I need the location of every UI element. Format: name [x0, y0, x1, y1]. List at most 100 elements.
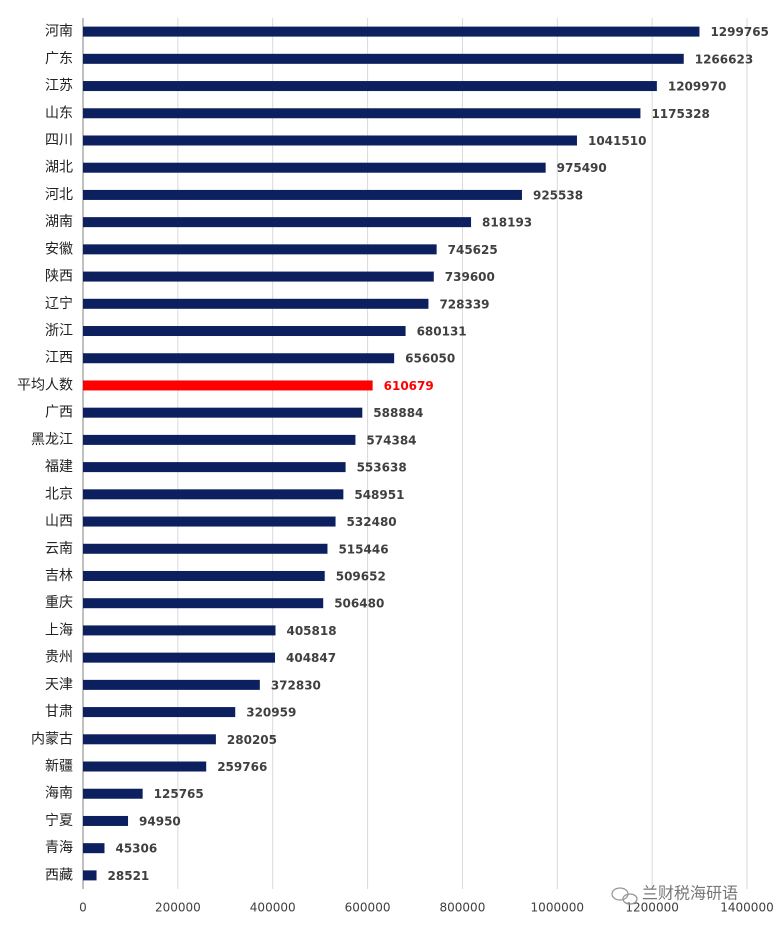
bar	[83, 489, 344, 500]
value-label: 506480	[334, 597, 384, 611]
bar	[83, 217, 472, 228]
y-tick-label: 内蒙古	[31, 731, 73, 747]
value-label: 588884	[373, 406, 423, 420]
value-label: 509652	[336, 569, 386, 583]
value-label: 925538	[533, 188, 583, 202]
value-label: 28521	[108, 869, 150, 883]
value-label: 125765	[154, 787, 204, 801]
value-label: 680131	[417, 325, 467, 339]
y-tick-label: 青海	[45, 840, 73, 856]
bar	[83, 271, 434, 282]
bar	[83, 734, 216, 745]
y-tick-label: 山西	[45, 514, 73, 530]
bar	[83, 189, 522, 200]
y-tick-label: 黑龙江	[31, 432, 73, 448]
y-tick-label: 山东	[45, 105, 73, 121]
bar	[83, 652, 276, 663]
y-tick-label: 江苏	[45, 78, 73, 94]
x-tick-label: 600000	[345, 901, 391, 915]
bar	[83, 679, 260, 690]
y-tick-label: 甘肃	[45, 704, 73, 720]
y-tick-label: 浙江	[45, 323, 73, 339]
y-tick-label: 重庆	[45, 595, 73, 611]
bar	[83, 244, 437, 255]
x-tick-label: 0	[79, 901, 87, 915]
y-tick-label: 贵州	[45, 650, 73, 666]
bar	[83, 81, 657, 92]
x-tick-label: 1000000	[531, 901, 584, 915]
value-label: 1175328	[651, 107, 709, 121]
y-tick-label: 吉林	[45, 568, 73, 584]
value-label: 1266623	[695, 52, 753, 66]
bar	[83, 843, 105, 854]
value-label: 656050	[405, 352, 455, 366]
y-tick-label: 河北	[45, 187, 73, 203]
y-tick-label: 湖南	[45, 214, 73, 230]
value-label: 45306	[115, 842, 157, 856]
y-tick-label: 海南	[45, 786, 73, 802]
y-tick-label: 江西	[45, 350, 73, 366]
y-tick-label: 云南	[45, 541, 73, 557]
bar	[83, 162, 546, 173]
bar	[83, 516, 336, 527]
bar	[83, 761, 207, 772]
y-tick-label: 福建	[45, 459, 73, 475]
value-label: 610679	[384, 379, 434, 393]
y-tick-label: 广西	[45, 405, 73, 421]
bar	[83, 353, 395, 364]
value-label: 280205	[227, 733, 277, 747]
y-tick-label: 天津	[45, 677, 73, 693]
x-tick-label: 200000	[155, 901, 201, 915]
value-label: 548951	[354, 488, 404, 502]
x-tick-label: 1400000	[720, 901, 773, 915]
bar	[83, 26, 700, 37]
bar	[83, 625, 276, 636]
value-label: 259766	[217, 760, 267, 774]
bar	[83, 434, 356, 445]
value-label: 574384	[366, 433, 416, 447]
value-label: 404847	[286, 651, 336, 665]
x-tick-label: 1200000	[625, 901, 678, 915]
bar	[83, 326, 406, 337]
y-tick-label: 陕西	[45, 269, 73, 285]
value-label: 372830	[271, 678, 321, 692]
value-label: 515446	[338, 542, 388, 556]
y-tick-label: 辽宁	[45, 295, 73, 312]
bar	[83, 815, 129, 826]
y-tick-label: 西藏	[45, 867, 73, 883]
value-label: 405818	[286, 624, 336, 638]
bar	[83, 870, 97, 881]
watermark: 兰财税海研语	[642, 884, 738, 903]
y-tick-label: 四川	[45, 132, 73, 148]
y-tick-label: 上海	[45, 622, 73, 638]
watermark-icon	[611, 887, 638, 905]
bar	[83, 135, 577, 146]
value-label: 532480	[347, 515, 397, 529]
bar	[83, 707, 236, 718]
x-tick-label: 800000	[440, 901, 486, 915]
value-label: 745625	[448, 243, 498, 257]
bar	[83, 407, 363, 418]
y-tick-label: 新疆	[45, 759, 73, 775]
value-label: 739600	[445, 270, 495, 284]
bar	[83, 788, 143, 799]
bar	[83, 570, 325, 581]
value-label: 818193	[482, 216, 532, 230]
bar	[83, 298, 429, 309]
x-tick-label: 400000	[250, 901, 296, 915]
y-tick-label: 广东	[45, 51, 73, 67]
value-label: 553638	[357, 461, 407, 475]
value-label: 1209970	[668, 80, 726, 94]
value-label: 1041510	[588, 134, 646, 148]
y-tick-label: 湖北	[45, 160, 73, 176]
y-tick-label: 河南	[45, 24, 73, 40]
value-label: 1299765	[710, 25, 768, 39]
value-label: 320959	[246, 706, 296, 720]
y-tick-label: 平均人数	[17, 377, 73, 393]
bar	[83, 380, 373, 391]
bar	[83, 53, 684, 64]
value-label: 975490	[557, 161, 607, 175]
y-tick-label: 宁夏	[45, 812, 73, 829]
y-tick-label: 北京	[45, 486, 73, 502]
